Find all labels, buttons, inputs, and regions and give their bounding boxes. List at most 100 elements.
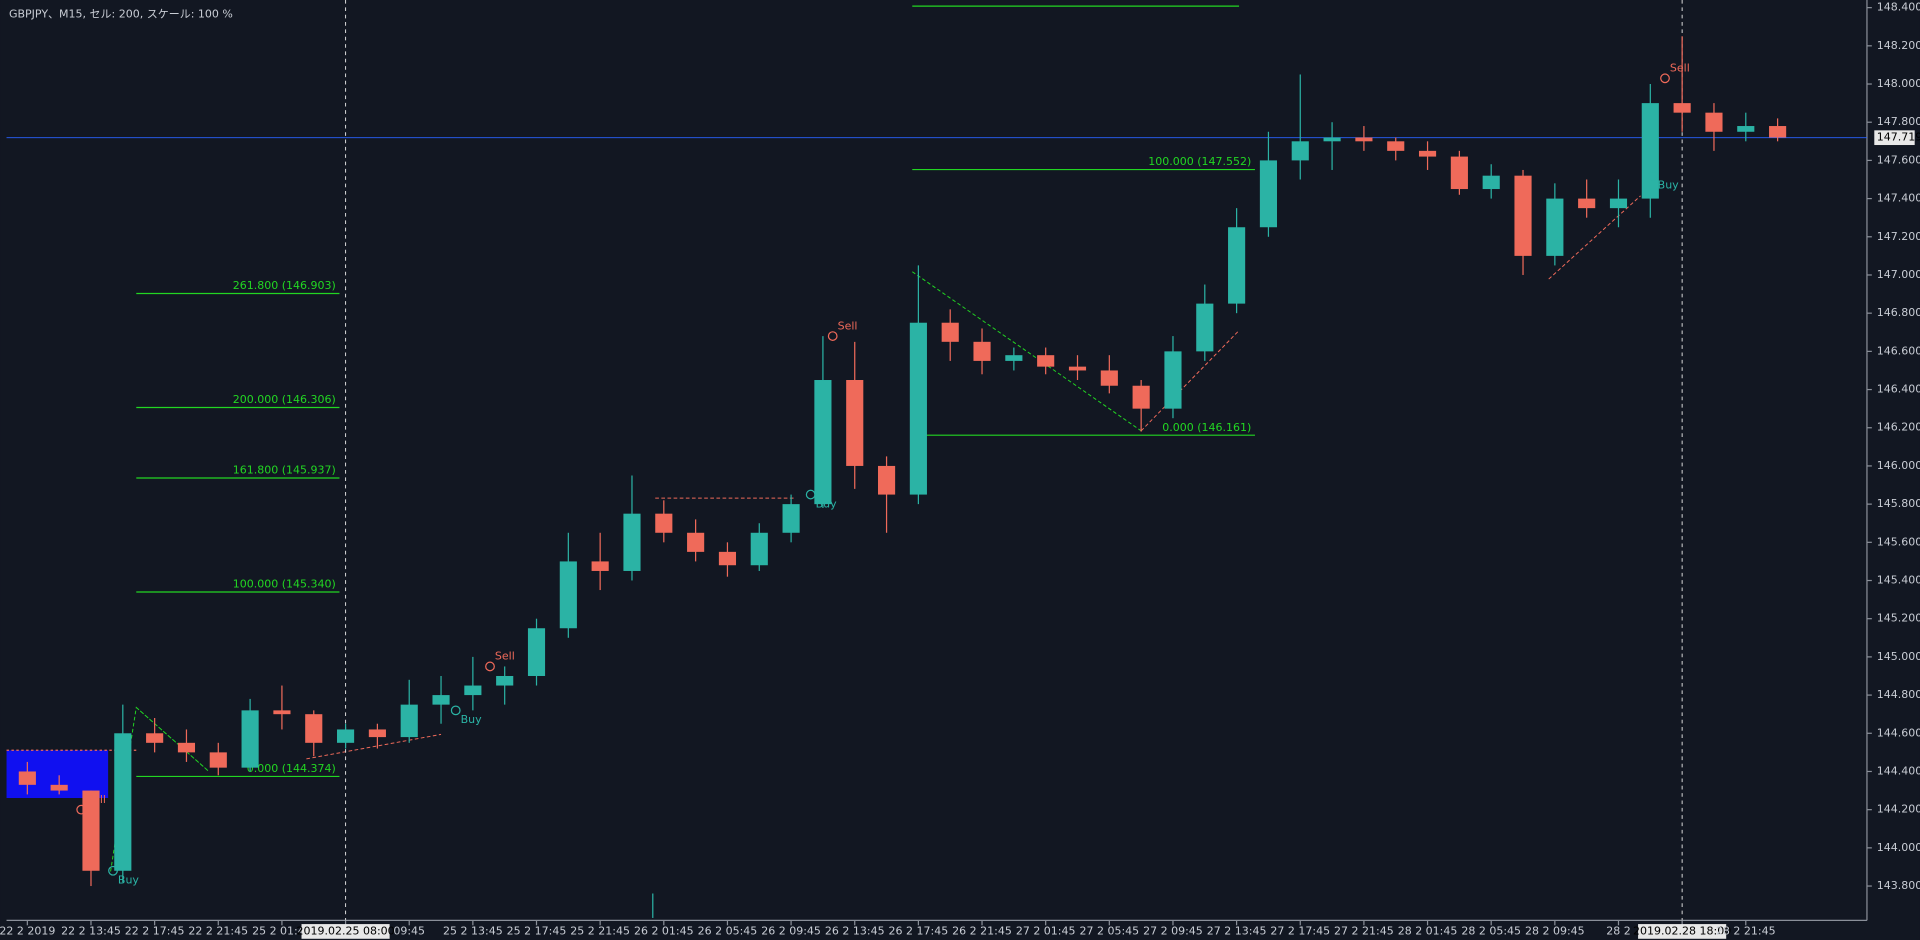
y-tick-label: 145.400 <box>1877 574 1920 587</box>
candle-body <box>1259 160 1278 228</box>
signal-marker <box>108 865 118 876</box>
candle-body <box>846 380 864 466</box>
y-tick-label: 148.400 <box>1877 1 1920 14</box>
candle-body <box>337 729 355 743</box>
candle-body <box>1068 366 1087 371</box>
candle-body <box>782 504 800 533</box>
fib-label: 0.000 (146.161) <box>1162 421 1251 434</box>
y-tick-label: 147.000 <box>1877 268 1920 281</box>
x-tick-label: 2019.02.25 08:00 <box>296 924 394 937</box>
candle-body <box>114 733 132 871</box>
candle-body <box>400 704 418 738</box>
candle-body <box>1164 351 1182 409</box>
signal-label: Buy <box>461 713 483 726</box>
candle-body <box>1578 198 1596 209</box>
candle-body <box>941 322 959 342</box>
signal-marker <box>805 489 816 500</box>
x-tick-label: 27 2 21:45 <box>1334 924 1394 937</box>
signal-label: Buy <box>118 874 140 887</box>
y-tick-label: 146.400 <box>1877 383 1920 396</box>
x-tick-label: 25 2 17:45 <box>507 924 567 937</box>
candle-body <box>1100 370 1118 386</box>
signal-marker <box>76 804 87 815</box>
x-tick-label: 25 2 01:45 <box>252 924 312 937</box>
candle-body <box>1132 385 1150 409</box>
crosshair-label-box <box>1638 924 1727 939</box>
chart-title: GBPJPY、M15, セル: 200, スケール: 100 % <box>9 8 233 21</box>
candle-body <box>146 733 164 743</box>
x-tick-label: 27 2 01:45 <box>1016 924 1076 937</box>
x-tick-label: 27 2 05:45 <box>1079 924 1139 937</box>
fib-label: 261.800 (146.903) <box>233 279 336 292</box>
y-tick-label: 146.200 <box>1877 421 1920 434</box>
trend-line <box>1140 330 1240 432</box>
candle-body <box>1769 126 1787 138</box>
x-tick-label: 27 2 17:45 <box>1270 924 1330 937</box>
signal-label: Sell <box>1670 62 1690 75</box>
candle-body <box>973 341 991 361</box>
candle-body <box>209 752 227 768</box>
candle-body <box>1418 150 1437 157</box>
candle-body <box>368 729 386 738</box>
x-tick-label: 26 2 05:45 <box>698 924 758 937</box>
y-tick-label: 144.400 <box>1877 764 1920 777</box>
candle-body <box>82 790 100 871</box>
candle-body <box>877 465 896 495</box>
signal-label: Sell <box>838 319 858 332</box>
x-tick-label: 28 2 05:45 <box>1461 924 1521 937</box>
x-tick-label: 22 2 2019 <box>0 924 55 937</box>
candle-body <box>18 771 36 785</box>
current-price-label: 147.719 <box>1877 131 1920 144</box>
y-tick-label: 144.600 <box>1877 726 1920 739</box>
signal-marker <box>1647 170 1658 181</box>
x-tick-label: 09:45 <box>393 924 425 937</box>
candle-body <box>623 513 641 571</box>
signal-marker <box>827 331 838 341</box>
fib-label: 200.000 (146.306) <box>233 393 336 406</box>
candle-body <box>909 322 927 495</box>
y-tick-label: 147.200 <box>1877 230 1920 243</box>
signal-marker <box>1660 73 1670 84</box>
y-tick-label: 145.600 <box>1877 535 1920 548</box>
y-tick-label: 147.400 <box>1877 192 1920 205</box>
signal-label: Sell <box>495 650 515 663</box>
candle-body <box>1546 198 1564 256</box>
x-tick-label: 28 2 21:45 <box>1716 924 1776 937</box>
x-tick-label: 26 2 09:45 <box>761 924 821 937</box>
y-tick-label: 144.200 <box>1877 803 1920 816</box>
candle-body <box>527 628 546 676</box>
x-tick-label: 26 2 13:45 <box>825 924 885 937</box>
y-tick-label: 147.600 <box>1877 153 1920 166</box>
y-tick-label: 146.800 <box>1877 306 1920 319</box>
candle-body <box>1609 198 1628 209</box>
trend-line <box>911 271 1142 432</box>
candle-body <box>464 685 482 696</box>
crosshair-label-box <box>301 924 390 939</box>
x-tick-label: 22 2 21:45 <box>188 924 248 937</box>
x-tick-label: 28 2 <box>1606 924 1631 937</box>
candle-body <box>1387 141 1405 151</box>
x-tick-label: 27 2 13:45 <box>1207 924 1267 937</box>
y-tick-label: 147.800 <box>1877 115 1920 128</box>
candle-body <box>1196 303 1214 352</box>
x-tick-label: 28 2 09:45 <box>1525 924 1585 937</box>
trend-line <box>306 733 442 760</box>
candle-body <box>177 742 196 753</box>
candle-body <box>687 532 705 552</box>
x-tick-label: 27 2 09:45 <box>1143 924 1203 937</box>
candle-body <box>1482 175 1500 190</box>
current-price-box <box>1874 130 1915 146</box>
trend-line <box>1548 195 1641 280</box>
candle-body <box>718 551 737 566</box>
y-tick-label: 148.200 <box>1877 39 1920 52</box>
candle-body <box>1228 227 1246 304</box>
candle-body <box>241 710 259 768</box>
candle-body <box>305 714 323 743</box>
x-tick-label: 26 2 21:45 <box>952 924 1012 937</box>
candle-body <box>1641 103 1659 199</box>
candle-body <box>1737 126 1755 132</box>
candle-body <box>1450 156 1468 190</box>
signal-marker <box>485 661 495 672</box>
